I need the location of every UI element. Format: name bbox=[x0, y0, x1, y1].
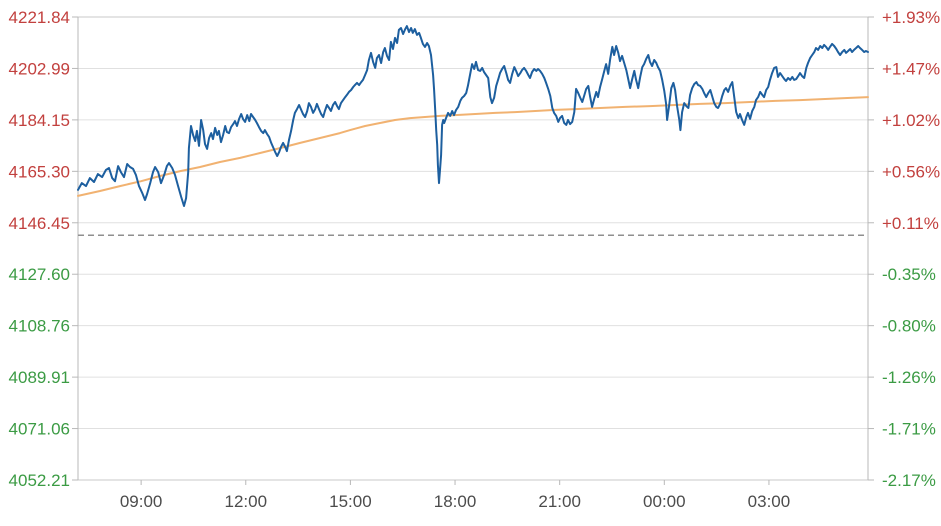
price-axis-label: 4165.30 bbox=[9, 162, 70, 181]
percent-axis-label: +1.47% bbox=[882, 59, 940, 78]
price-axis-label: 4221.84 bbox=[9, 8, 70, 27]
percent-axis-label: +0.11% bbox=[882, 214, 939, 233]
price-axis-label: 4127.60 bbox=[9, 265, 70, 284]
average-price-line bbox=[77, 96, 869, 197]
price-axis-label: 4146.45 bbox=[9, 214, 70, 233]
price-axis-label: 4202.99 bbox=[9, 59, 70, 78]
time-axis-label: 09:00 bbox=[120, 492, 163, 511]
percent-axis-label: +1.02% bbox=[882, 111, 940, 130]
price-line bbox=[77, 25, 869, 207]
percent-axis-label: -0.80% bbox=[882, 317, 936, 336]
price-axis-label: 4089.91 bbox=[9, 368, 70, 387]
price-axis-label: 4108.76 bbox=[9, 317, 70, 336]
time-axis-label: 00:00 bbox=[643, 492, 686, 511]
percent-axis-label: +0.56% bbox=[882, 162, 940, 181]
time-axis-label: 03:00 bbox=[748, 492, 791, 511]
percent-axis-label: -0.35% bbox=[882, 265, 936, 284]
time-axis-label: 12:00 bbox=[224, 492, 267, 511]
percent-axis-label: -1.71% bbox=[882, 420, 936, 439]
percent-axis-label: +1.93% bbox=[882, 8, 940, 27]
price-axis-label: 4071.06 bbox=[9, 420, 70, 439]
time-axis-label: 21:00 bbox=[538, 492, 581, 511]
percent-axis-label: -1.26% bbox=[882, 368, 936, 387]
time-axis-label: 18:00 bbox=[434, 492, 477, 511]
percent-axis-label: -2.17% bbox=[882, 471, 936, 490]
time-axis-label: 15:00 bbox=[329, 492, 372, 511]
price-axis-label: 4184.15 bbox=[9, 111, 70, 130]
price-axis-label: 4052.21 bbox=[9, 471, 70, 490]
